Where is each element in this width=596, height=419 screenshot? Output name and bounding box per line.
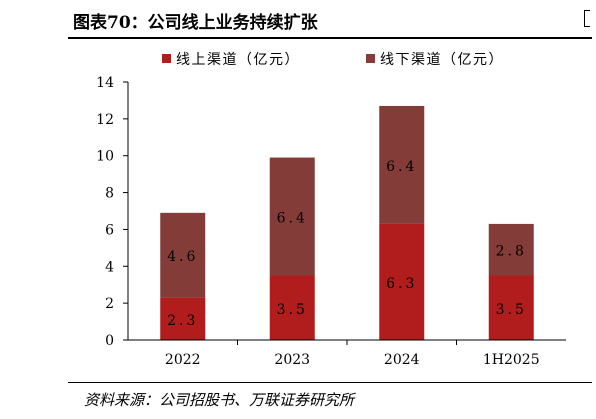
- legend-swatch: [162, 54, 171, 63]
- y-tick-label: 0: [105, 333, 114, 349]
- x-tick-label: 2022: [165, 352, 201, 368]
- bar-data-label: 6.4: [277, 211, 308, 227]
- bar-segment-online: [379, 223, 425, 340]
- bar-segment-online: [160, 297, 206, 340]
- bar-data-label: 2.3: [167, 313, 198, 329]
- legend-swatch: [366, 54, 375, 63]
- bar-data-label: 6.3: [386, 276, 417, 292]
- y-tick-label: 6: [105, 222, 114, 238]
- bar-group: 2.3 4.6 3.5 6.4 6.3 6.4 3.5 2.8: [160, 105, 534, 340]
- bar-data-label: 3.5: [277, 302, 308, 318]
- bar-segment-offline: [269, 157, 315, 276]
- source-note: 资料来源：公司招股书、万联证券研究所: [84, 391, 355, 409]
- chart-legend: 线上渠道（亿元） 线下渠道（亿元）: [162, 52, 504, 68]
- bar-data-label: 6.4: [386, 159, 417, 175]
- y-tick-label: 4: [105, 259, 114, 275]
- legend-label: 线下渠道（亿元）: [380, 52, 504, 68]
- bar-segment-online: [488, 275, 534, 340]
- x-tick-label: 1H2025: [483, 352, 540, 368]
- figure-title: 图表70：公司线上业务持续扩张: [73, 13, 318, 33]
- bar-data-label: 3.5: [496, 302, 527, 318]
- title-divider: [68, 37, 592, 39]
- x-tick-label: 2024: [384, 352, 420, 368]
- y-tick-label: 2: [105, 296, 114, 312]
- bar-segment-offline: [379, 105, 425, 224]
- y-tick-label: 8: [105, 186, 114, 202]
- bar-segment-offline: [488, 223, 534, 276]
- legend-label: 线上渠道（亿元）: [176, 52, 300, 68]
- source-divider: [68, 382, 592, 383]
- y-tick-label: 14: [96, 75, 114, 91]
- y-tick-label: 12: [96, 112, 114, 128]
- x-tick-label: 2023: [274, 352, 310, 368]
- chart-axes: 0 2 4 6 8 10 12 14 2022 2023 2024 1H2025: [96, 75, 566, 368]
- edge-bracket-mark: [584, 10, 590, 27]
- bar-data-label: 2.8: [496, 244, 527, 260]
- y-tick-label: 10: [96, 149, 114, 165]
- bar-data-label: 4.6: [167, 249, 198, 265]
- bar-segment-online: [269, 275, 315, 340]
- bar-segment-offline: [160, 212, 206, 298]
